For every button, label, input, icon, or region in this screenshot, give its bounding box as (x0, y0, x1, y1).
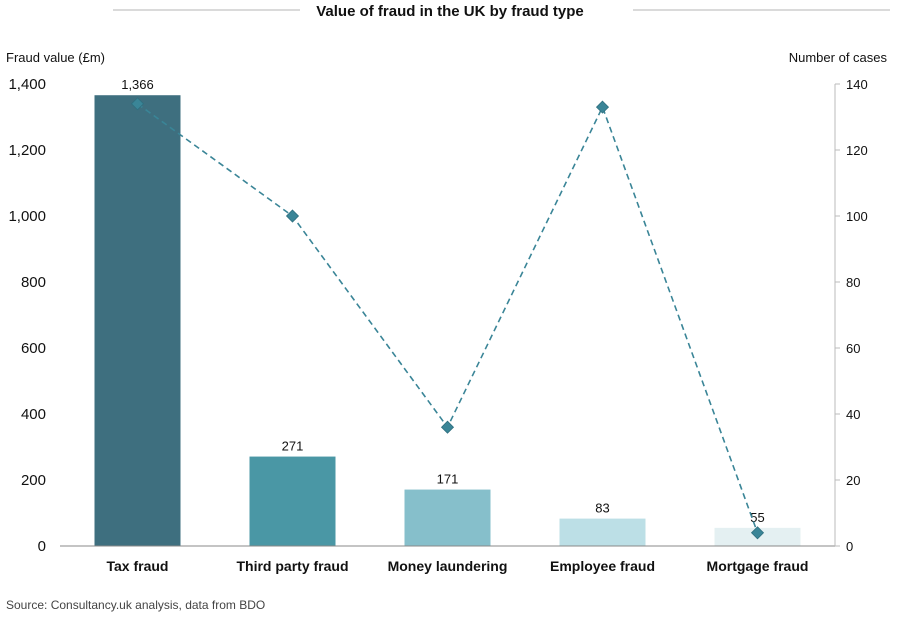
cases-point (285, 209, 300, 223)
bar-data-label: 171 (437, 472, 459, 487)
x-category-label: Money laundering (388, 558, 508, 574)
cases-point (130, 97, 145, 111)
y2-tick-label: 100 (846, 209, 868, 224)
x-category-label: Mortgage fraud (707, 558, 809, 574)
x-category-label: Tax fraud (107, 558, 169, 574)
y2-tick-label: 0 (846, 539, 853, 554)
y-tick-label: 400 (21, 406, 46, 423)
bar (404, 489, 491, 546)
y-tick-label: 600 (21, 340, 46, 357)
y2-tick-label: 40 (846, 407, 860, 422)
cases-point (440, 420, 455, 434)
x-axis-categories: Tax fraud Third party fraud Money launderi… (107, 558, 809, 574)
y-tick-label: 0 (38, 538, 46, 555)
x-category-label: Employee fraud (550, 558, 655, 574)
y2-tick-label: 120 (846, 143, 868, 158)
cases-point (595, 100, 610, 114)
y2-axis-title: Number of cases (789, 50, 888, 65)
y2-tick-label: 140 (846, 77, 868, 92)
source-note: Source: Consultancy.uk analysis, data fr… (6, 598, 266, 612)
cases-point (750, 526, 765, 540)
bar-data-labels: 1,366 271 171 83 55 (121, 77, 765, 525)
cases-line-series (130, 97, 765, 540)
y-tick-label: 1,400 (8, 76, 46, 93)
y2-tick-label: 80 (846, 275, 860, 290)
y-axis-title: Fraud value (£m) (6, 50, 105, 65)
x-category-label: Third party fraud (236, 558, 348, 574)
chart-title: Value of fraud in the UK by fraud type (316, 3, 584, 20)
y-tick-label: 800 (21, 274, 46, 291)
y2-tick-label: 60 (846, 341, 860, 356)
bar (94, 95, 181, 546)
y2-tick-label: 20 (846, 473, 860, 488)
y-tick-label: 200 (21, 472, 46, 489)
bar-series (94, 95, 801, 546)
bar-data-label: 83 (595, 501, 609, 516)
bar (559, 518, 646, 546)
y-tick-label: 1,200 (8, 142, 46, 159)
bar-data-label: 55 (750, 510, 764, 525)
y-axis-ticks: 0 200 400 600 800 1,000 1,200 1,400 (8, 76, 46, 555)
cases-line (137, 103, 759, 534)
bar-data-label: 271 (282, 439, 304, 454)
y2-axis-ticks: 0 20 40 60 80 100 120 140 (835, 77, 868, 554)
y-tick-label: 1,000 (8, 208, 46, 225)
bar-data-label: 1,366 (121, 77, 154, 92)
bar (249, 456, 336, 546)
